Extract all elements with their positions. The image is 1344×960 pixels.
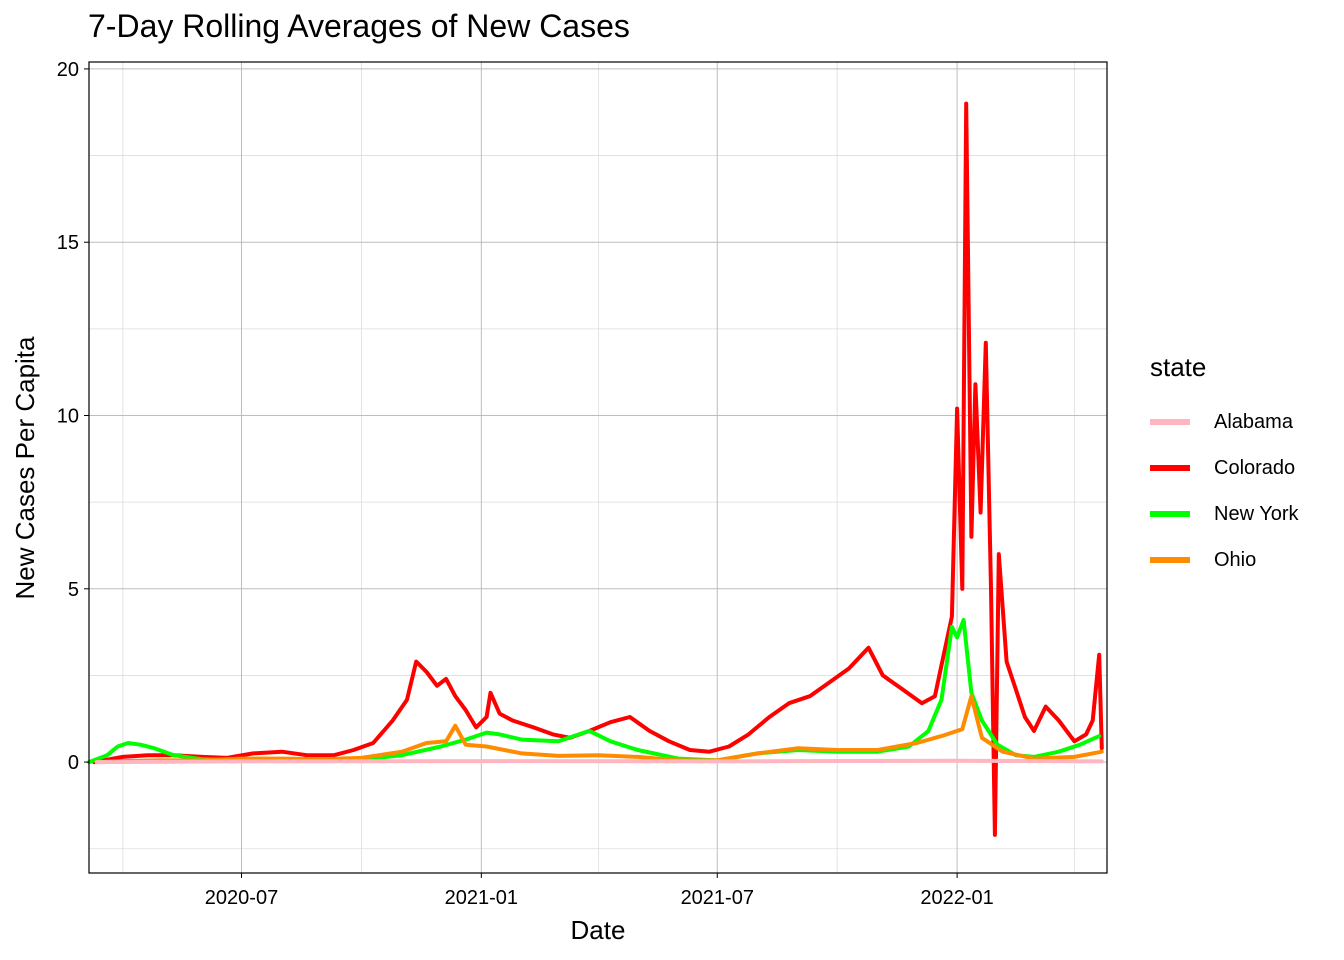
legend: state Alabama Colorado New York Ohio [1150,352,1299,583]
y-tick-label: 5 [68,579,79,601]
legend-item-ohio: Ohio [1150,537,1299,583]
x-axis: 2020-07 2021-01 2021-07 2022-01 [205,873,994,909]
series-layer [87,101,1104,837]
plot-area: 0 5 10 15 20 2020-07 2021-01 2021-07 2022-01 Da… [10,59,1108,945]
x-tick-label: 2022-01 [920,887,993,909]
legend-label-alabama: Alabama [1214,410,1293,433]
legend-key-ohio [1150,557,1190,563]
chart-title: 7-Day Rolling Averages of New Cases [88,8,630,44]
y-tick-label: 20 [57,59,79,81]
legend-item-alabama: Alabama [1150,399,1299,445]
legend-item-new-york: New York [1150,491,1299,537]
legend-key-new-york [1150,511,1190,517]
legend-label-ohio: Ohio [1214,548,1257,571]
x-axis-label: Date [571,915,626,945]
series-line-alabama [94,758,1104,765]
y-tick-label: 0 [68,752,79,774]
legend-label-new-york: New York [1214,502,1299,525]
legend-key-alabama [1150,419,1190,425]
x-tick-label: 2021-07 [681,887,754,909]
y-tick-label: 15 [57,232,79,254]
legend-key-colorado [1150,465,1190,471]
series-line-colorado [92,101,1104,837]
plot-border [88,61,1108,874]
legend-label-colorado: Colorado [1214,456,1296,479]
legend-item-colorado: Colorado [1150,445,1299,491]
x-tick-label: 2021-01 [445,887,518,909]
y-axis-label: New Cases Per Capita [10,336,40,600]
y-axis: 0 5 10 15 20 [57,59,89,774]
series-line-ohio [94,694,1104,765]
x-tick-label: 2020-07 [205,887,278,909]
legend-title: state [1150,352,1207,382]
y-tick-label: 10 [57,406,79,428]
legend-items: Alabama Colorado New York Ohio [1150,399,1299,583]
minor-gridlines [89,62,1107,873]
